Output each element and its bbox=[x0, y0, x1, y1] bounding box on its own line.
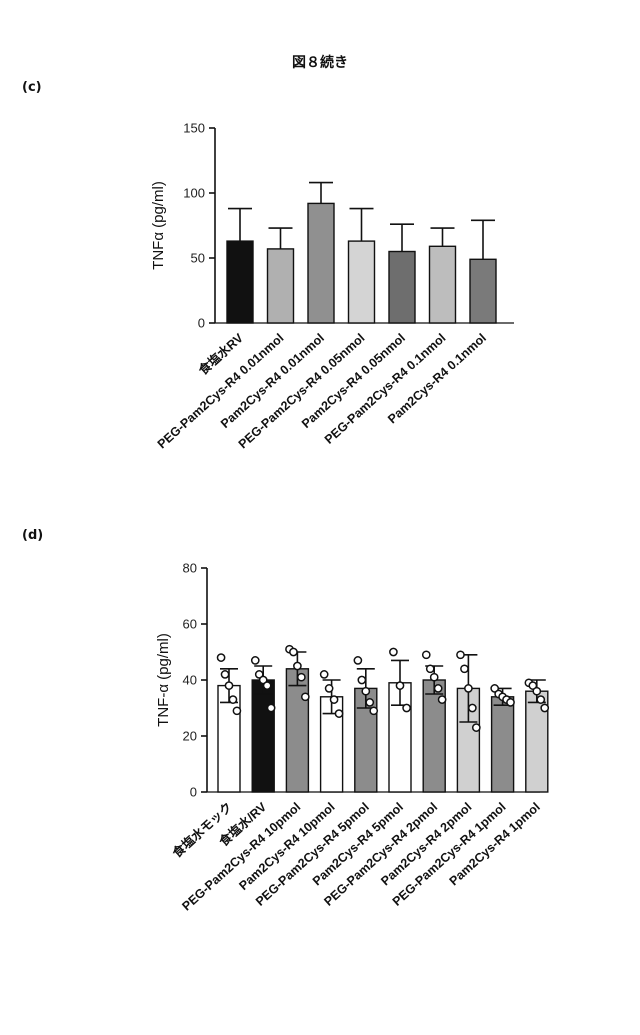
y-tick-label: 80 bbox=[183, 561, 197, 576]
data-point bbox=[435, 685, 442, 692]
data-point bbox=[268, 704, 275, 711]
data-point bbox=[366, 699, 373, 706]
y-tick-label: 0 bbox=[190, 785, 197, 800]
bar bbox=[492, 697, 514, 792]
data-point bbox=[221, 671, 228, 678]
data-point bbox=[335, 710, 342, 717]
data-point bbox=[290, 648, 297, 655]
data-point bbox=[302, 693, 309, 700]
y-axis-title: TNF-α (pg/ml) bbox=[155, 633, 172, 727]
data-point bbox=[225, 682, 232, 689]
bar bbox=[252, 680, 274, 792]
y-tick-label: 60 bbox=[183, 617, 197, 632]
data-point bbox=[423, 651, 430, 658]
data-point bbox=[457, 651, 464, 658]
data-point bbox=[229, 696, 236, 703]
data-point bbox=[354, 657, 361, 664]
bar bbox=[286, 669, 308, 792]
data-point bbox=[473, 724, 480, 731]
data-point bbox=[330, 696, 337, 703]
data-point bbox=[362, 688, 369, 695]
data-point bbox=[469, 704, 476, 711]
data-point bbox=[298, 674, 305, 681]
data-point bbox=[264, 682, 271, 689]
data-point bbox=[541, 704, 548, 711]
data-point bbox=[439, 696, 446, 703]
data-point bbox=[403, 704, 410, 711]
data-point bbox=[233, 707, 240, 714]
data-point bbox=[326, 685, 333, 692]
y-tick-label: 40 bbox=[183, 673, 197, 688]
data-point bbox=[396, 682, 403, 689]
data-point bbox=[461, 665, 468, 672]
data-point bbox=[358, 676, 365, 683]
data-point bbox=[465, 685, 472, 692]
data-point bbox=[533, 688, 540, 695]
y-tick-label: 20 bbox=[183, 729, 197, 744]
data-point bbox=[321, 671, 328, 678]
data-point bbox=[294, 662, 301, 669]
data-point bbox=[537, 696, 544, 703]
data-point bbox=[217, 654, 224, 661]
data-point bbox=[427, 665, 434, 672]
data-point bbox=[390, 648, 397, 655]
data-point bbox=[370, 707, 377, 714]
data-point bbox=[507, 699, 514, 706]
data-point bbox=[431, 674, 438, 681]
data-point bbox=[252, 657, 259, 664]
